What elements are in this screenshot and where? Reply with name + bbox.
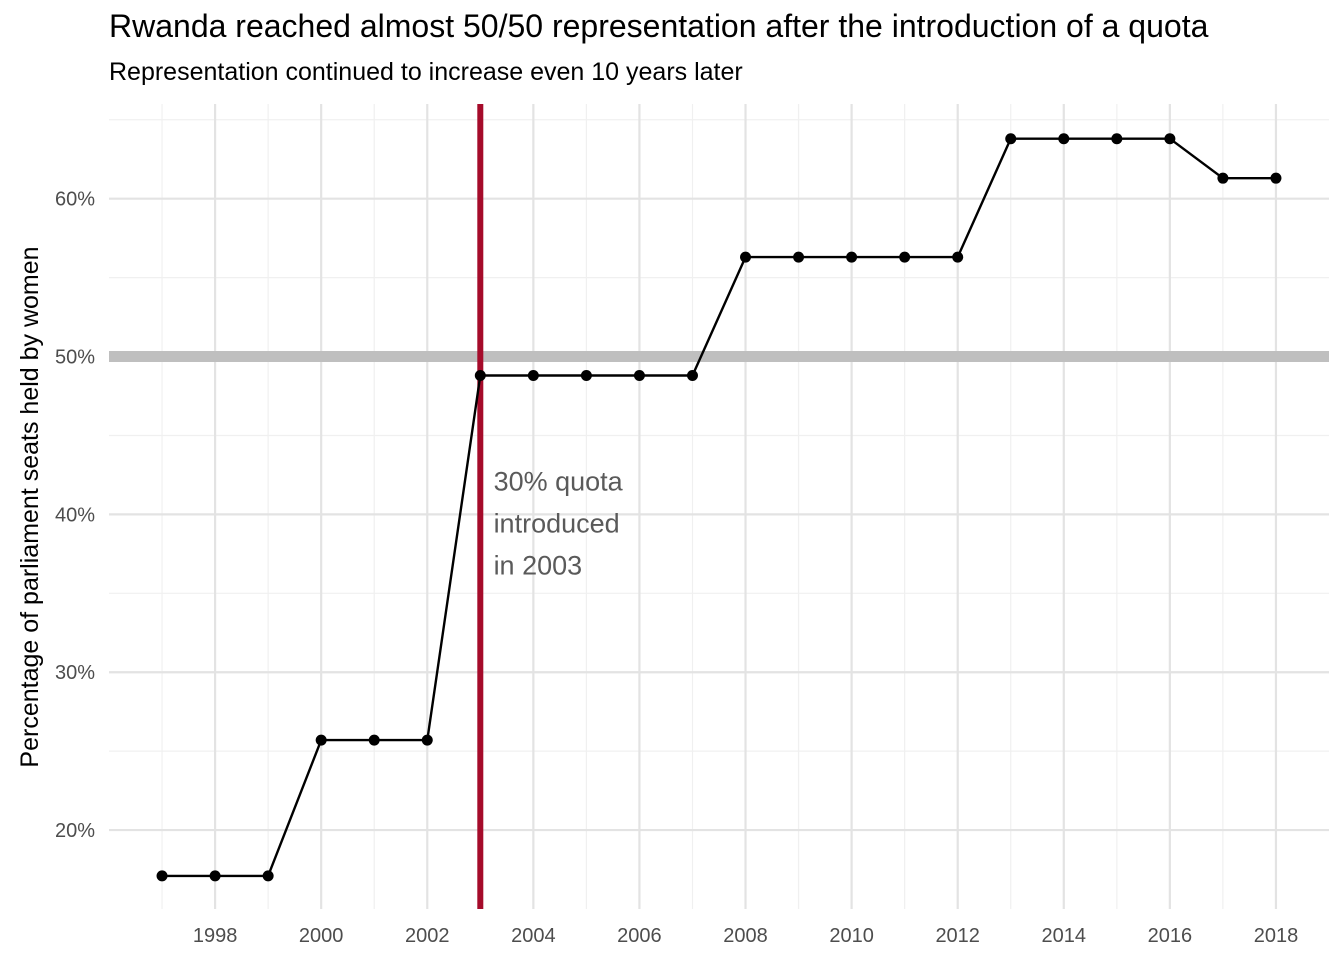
data-point bbox=[262, 870, 274, 882]
x-tick-label: 1998 bbox=[193, 925, 238, 947]
annotation-line: introduced bbox=[494, 509, 620, 539]
data-point bbox=[1058, 133, 1070, 145]
annotation-line: 30% quota bbox=[494, 467, 624, 497]
data-point bbox=[421, 734, 433, 746]
x-tick-label: 2008 bbox=[723, 925, 768, 947]
grid-layer bbox=[109, 104, 1329, 909]
x-tick-label: 2002 bbox=[405, 925, 450, 947]
data-point bbox=[633, 369, 645, 381]
data-point bbox=[527, 369, 539, 381]
chart-title: Rwanda reached almost 50/50 representati… bbox=[109, 8, 1209, 44]
x-tick-label: 2006 bbox=[617, 925, 662, 947]
x-tick-label: 2018 bbox=[1254, 925, 1299, 947]
x-tick-label: 2016 bbox=[1148, 925, 1193, 947]
y-tick-label: 40% bbox=[55, 504, 95, 526]
data-point bbox=[1164, 133, 1176, 145]
data-point bbox=[846, 251, 858, 263]
points-layer bbox=[156, 133, 1282, 882]
x-tick-label: 2010 bbox=[829, 925, 874, 947]
annotation-line: in 2003 bbox=[494, 551, 583, 581]
quota-annotation: 30% quota introduced in 2003 bbox=[494, 467, 624, 581]
y-tick-label: 50% bbox=[55, 347, 95, 369]
data-point bbox=[793, 251, 805, 263]
series-layer bbox=[162, 137, 1276, 878]
data-point bbox=[156, 870, 168, 882]
data-point bbox=[209, 870, 221, 882]
data-point bbox=[1005, 133, 1017, 145]
data-point bbox=[952, 251, 964, 263]
data-point bbox=[686, 369, 698, 381]
data-point bbox=[580, 369, 592, 381]
y-tick-label: 60% bbox=[55, 189, 95, 211]
x-tick-label: 2012 bbox=[935, 925, 980, 947]
x-tick-label: 2014 bbox=[1042, 925, 1087, 947]
axis-labels: 20% 30% 40% 50% 60% 1998 2000 2002 2004 2006 2008 2… bbox=[55, 189, 1298, 947]
series-line bbox=[162, 137, 1276, 878]
data-point bbox=[1111, 133, 1123, 145]
x-tick-label: 2004 bbox=[511, 925, 556, 947]
chart-subtitle: Representation continued to increase eve… bbox=[109, 58, 743, 86]
x-tick-label: 2000 bbox=[299, 925, 344, 947]
data-point bbox=[1270, 172, 1282, 184]
data-point bbox=[1217, 172, 1229, 184]
data-point bbox=[315, 734, 327, 746]
data-point bbox=[740, 251, 752, 263]
reference-lines bbox=[109, 104, 1329, 909]
data-point bbox=[899, 251, 911, 263]
y-tick-label: 20% bbox=[55, 820, 95, 842]
data-point bbox=[368, 734, 380, 746]
data-point bbox=[474, 369, 486, 381]
y-tick-label: 30% bbox=[55, 662, 95, 684]
y-axis-title: Percentage of parliament seats held by w… bbox=[16, 246, 44, 767]
